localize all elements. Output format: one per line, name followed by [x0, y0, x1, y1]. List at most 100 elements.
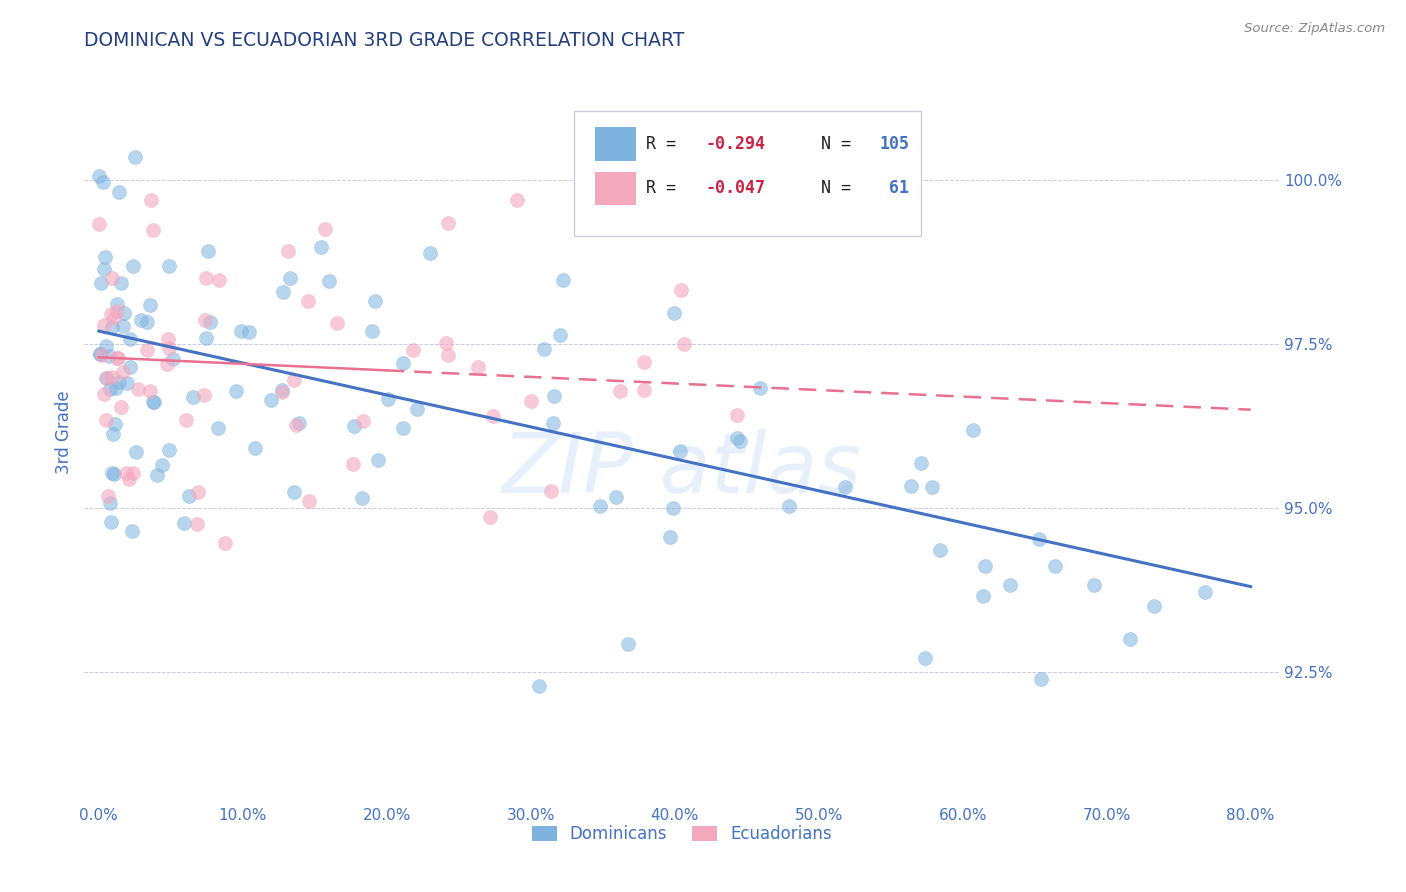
Point — [98, 496, 121, 510]
Point — [318, 274, 340, 288]
Point — [271, 285, 294, 299]
Point — [616, 637, 638, 651]
Point — [609, 384, 631, 399]
Point — [101, 426, 124, 441]
Point — [136, 343, 159, 357]
Point — [121, 524, 143, 538]
Point — [662, 500, 685, 515]
Point — [633, 355, 655, 369]
Point — [100, 515, 122, 529]
Legend: Dominicans, Ecuadorians: Dominicans, Ecuadorians — [524, 819, 839, 850]
Point — [437, 347, 460, 361]
Point — [195, 331, 218, 345]
Point — [658, 530, 681, 544]
Text: -0.047: -0.047 — [706, 179, 766, 197]
Point — [139, 384, 162, 399]
Point — [96, 371, 118, 385]
Point — [910, 456, 932, 470]
Point — [270, 383, 292, 397]
Point — [214, 536, 236, 550]
Point — [520, 394, 543, 409]
Point — [207, 421, 229, 435]
Point — [94, 250, 117, 264]
Point — [96, 489, 118, 503]
Point — [111, 318, 134, 333]
Point — [89, 347, 111, 361]
Point — [100, 270, 122, 285]
Point — [142, 395, 165, 409]
Point — [108, 375, 131, 389]
Point — [285, 418, 308, 433]
Point — [669, 283, 692, 297]
Point — [605, 490, 627, 504]
Point — [543, 389, 565, 403]
Point — [730, 434, 752, 448]
Point — [142, 223, 165, 237]
Point — [972, 589, 994, 603]
Point — [115, 376, 138, 390]
Point — [533, 342, 555, 356]
Point — [139, 298, 162, 312]
Point — [135, 315, 157, 329]
Point — [125, 445, 148, 459]
Point — [298, 494, 321, 508]
Point — [198, 315, 221, 329]
Point — [174, 412, 197, 426]
Point — [208, 273, 231, 287]
Point — [104, 417, 127, 431]
Point — [551, 273, 574, 287]
Point — [103, 311, 125, 326]
Point — [725, 409, 748, 423]
Point — [297, 293, 319, 308]
Point — [664, 306, 686, 320]
Point — [118, 359, 141, 374]
Text: -0.294: -0.294 — [706, 135, 766, 153]
Text: DOMINICAN VS ECUADORIAN 3RD GRADE CORRELATION CHART: DOMINICAN VS ECUADORIAN 3RD GRADE CORREL… — [84, 30, 685, 50]
Point — [112, 306, 135, 320]
Point — [672, 337, 695, 351]
Point — [142, 395, 165, 409]
Text: 105: 105 — [879, 135, 910, 153]
Point — [101, 320, 124, 334]
Point — [436, 216, 458, 230]
FancyBboxPatch shape — [575, 111, 921, 236]
Y-axis label: 3rd Grade: 3rd Grade — [55, 391, 73, 475]
Point — [98, 382, 121, 396]
Point — [749, 381, 772, 395]
Point — [103, 467, 125, 482]
Point — [105, 297, 128, 311]
Point — [152, 458, 174, 473]
Point — [929, 542, 952, 557]
Point — [245, 442, 267, 456]
Point — [283, 373, 305, 387]
Point — [834, 480, 856, 494]
Point — [1028, 533, 1050, 547]
Point — [540, 483, 562, 498]
Point — [1194, 585, 1216, 599]
Point — [127, 383, 149, 397]
Point — [406, 401, 429, 416]
Point — [114, 466, 136, 480]
Point — [277, 244, 299, 258]
Point — [157, 443, 180, 458]
Point — [343, 418, 366, 433]
Point — [314, 221, 336, 235]
Point — [157, 341, 180, 355]
Point — [98, 349, 121, 363]
Point — [1143, 599, 1166, 614]
FancyBboxPatch shape — [595, 128, 637, 161]
Point — [548, 327, 571, 342]
Point — [326, 317, 349, 331]
Point — [179, 490, 201, 504]
Point — [89, 169, 111, 183]
Point — [101, 466, 124, 480]
Point — [402, 343, 425, 358]
Point — [156, 357, 179, 371]
Point — [156, 332, 179, 346]
Point — [391, 421, 413, 435]
Point — [193, 388, 215, 402]
Point — [921, 480, 943, 494]
Point — [914, 651, 936, 665]
Point — [543, 417, 565, 431]
Point — [434, 335, 457, 350]
